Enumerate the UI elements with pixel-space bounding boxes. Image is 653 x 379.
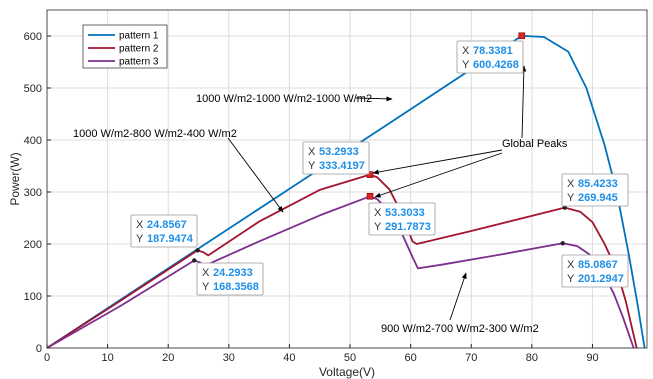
annotation-text: 900 W/m2-700 W/m2-300 W/m2: [381, 323, 539, 335]
datatip-y-value: 333.4197: [319, 160, 365, 172]
annotation-arrow-pattern3: [449, 272, 467, 321]
x-tick-label: 70: [465, 352, 477, 364]
datatip-y-value: 187.9474: [147, 233, 194, 245]
datatip-y-key: Y: [567, 273, 575, 285]
datatip-marker: [366, 192, 374, 200]
y-axis-label: Power(W): [8, 152, 22, 205]
y-tick-label: 500: [24, 83, 42, 95]
legend: pattern 1 pattern 2 pattern 3: [82, 24, 168, 69]
datatip-x-value: 85.0867: [578, 259, 618, 271]
datatip-x-key: X: [202, 267, 210, 279]
datatip-frame: [196, 262, 264, 296]
datatip-marker: [560, 241, 565, 246]
annotation-arrow-pattern2: [227, 137, 284, 213]
axes-frame: [46, 9, 648, 349]
legend-label: pattern 3: [119, 57, 159, 68]
legend-label: pattern 1: [119, 31, 159, 42]
datatip-x-key: X: [567, 259, 575, 271]
datatip-frame: [561, 173, 629, 207]
y-tick-label: 400: [24, 135, 42, 147]
datatip-frame: [456, 40, 524, 74]
annotation-text: Global Peaks: [502, 138, 568, 150]
y-tick-label: 600: [24, 31, 42, 43]
datatip-marker: [562, 205, 567, 210]
x-tick-label: 20: [162, 352, 174, 364]
datatip-frame: [130, 214, 198, 248]
x-tick-label: 50: [344, 352, 356, 364]
y-tick-label: 300: [24, 187, 42, 199]
annotation-text: 1000 W/m2-1000 W/m2-1000 W/m2: [196, 93, 372, 105]
datatip-y-value: 168.3568: [213, 281, 259, 293]
y-tick-label: 200: [24, 239, 42, 251]
y-tick-label: 100: [24, 291, 42, 303]
x-tick-label: 90: [586, 352, 598, 364]
annotation-text: 1000 W/m2-800 W/m2-400 W/m2: [73, 128, 237, 140]
datatip-frame: [368, 202, 436, 236]
datatip-marker: [518, 32, 526, 40]
y-tick-label: 0: [36, 343, 42, 355]
datatip-y-key: Y: [374, 221, 382, 233]
datatip-x-key: X: [374, 207, 382, 219]
x-tick-label: 80: [526, 352, 538, 364]
datatip-y-key: Y: [136, 233, 144, 245]
datatip-y-key: Y: [567, 192, 575, 204]
datatip-marker: [195, 248, 200, 253]
datatip-x-value: 78.3381: [473, 45, 513, 57]
datatip-x-value: 24.2933: [213, 267, 253, 279]
series-line-pattern-2: [46, 173, 638, 349]
annotation-arrow-peak2: [372, 149, 503, 175]
annotation-arrow-peak1: [521, 65, 527, 139]
datatip-y-key: Y: [202, 281, 210, 293]
x-axis-label: Voltage(V): [319, 365, 375, 379]
annotation-arrow-peak3: [374, 152, 503, 198]
datatip-frame: [302, 141, 370, 175]
datatip-x-key: X: [136, 219, 144, 231]
legend-label: pattern 2: [119, 44, 159, 55]
datatip-x-value: 24.8567: [147, 219, 187, 231]
x-tick-label: 0: [44, 352, 50, 364]
datatip-marker: [366, 171, 374, 178]
datatip-x-key: X: [462, 45, 470, 57]
datatip-marker: [192, 258, 197, 263]
datatip-y-value: 201.2947: [578, 273, 624, 285]
datatip-x-key: X: [567, 178, 575, 190]
x-tick-label: 10: [101, 352, 113, 364]
datatip-frame: [561, 254, 629, 288]
x-tick-label: 30: [223, 352, 235, 364]
datatip-x-value: 85.4233: [578, 178, 618, 190]
datatip-x-key: X: [308, 146, 316, 158]
datatip-y-key: Y: [308, 160, 316, 172]
datatip-y-key: Y: [462, 59, 470, 71]
datatip-y-value: 269.945: [578, 192, 618, 204]
x-tick-label: 40: [283, 352, 295, 364]
datatip-y-value: 600.4268: [473, 59, 519, 71]
datatip-x-value: 53.2933: [319, 146, 359, 158]
x-tick-label: 60: [405, 352, 417, 364]
datatip-y-value: 291.7873: [385, 221, 431, 233]
series-line-pattern-1: [46, 34, 646, 349]
datatip-x-value: 53.3033: [385, 207, 425, 219]
annotation-arrow-pattern1: [355, 96, 393, 102]
